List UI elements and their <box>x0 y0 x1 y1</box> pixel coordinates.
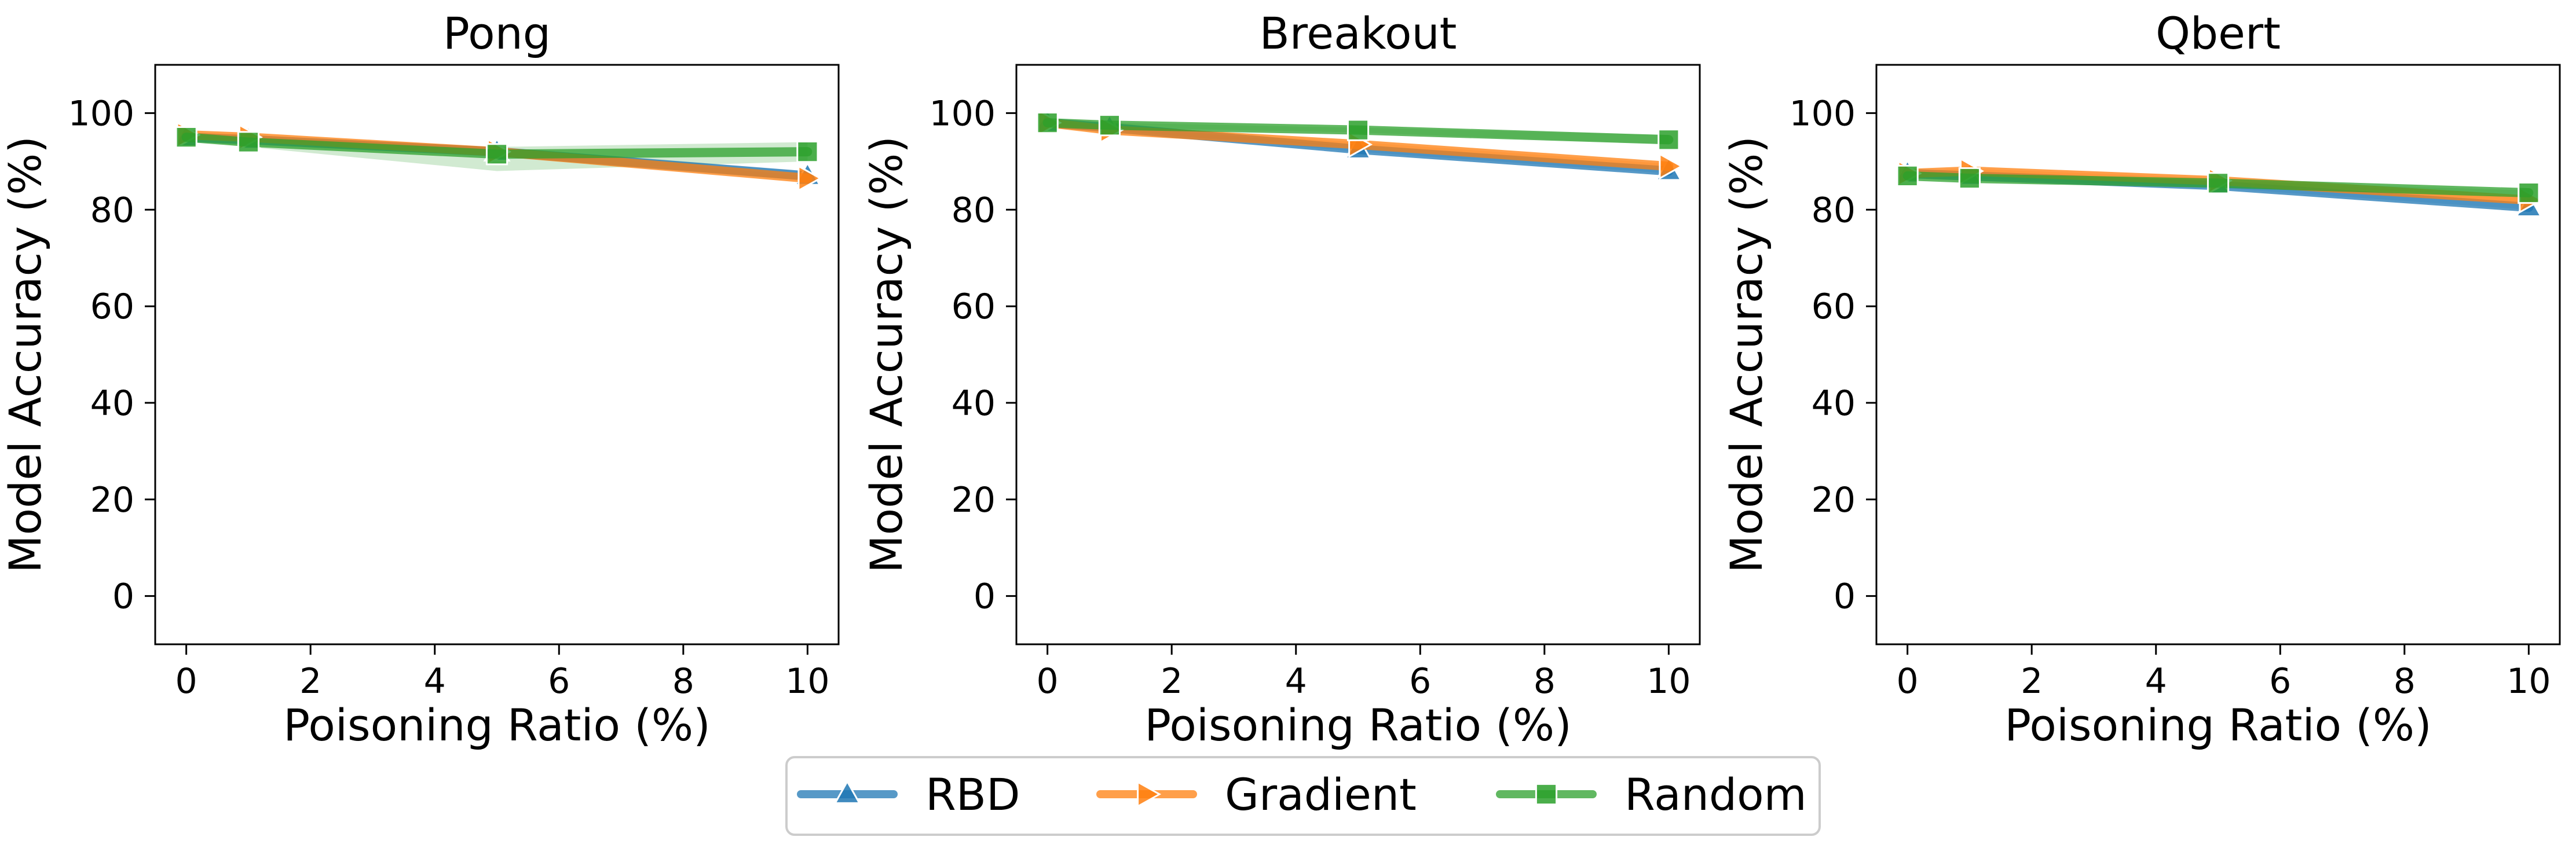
series-line-random <box>1902 171 2534 198</box>
y-axis-title: Model Accuracy (%) <box>0 136 51 573</box>
y-tick-label: 40 <box>90 383 134 424</box>
y-tick-label: 20 <box>90 480 134 520</box>
point-random <box>1896 164 1919 187</box>
series-line-random <box>1042 118 1674 145</box>
point-random <box>1036 112 1059 134</box>
x-tick-label: 0 <box>1897 661 1919 702</box>
plot-frame <box>1015 64 1701 645</box>
y-tick-label: 80 <box>1812 190 1856 230</box>
y-axis-title: Model Accuracy (%) <box>861 136 912 573</box>
legend-marker-random <box>1535 783 1558 806</box>
legend-marker-rbd <box>833 779 861 804</box>
x-tick-label: 6 <box>1409 661 1431 702</box>
y-axis-title: Model Accuracy (%) <box>1721 136 1772 573</box>
legend-label-random: Random <box>1624 769 1807 820</box>
x-tick-label: 8 <box>1534 661 1556 702</box>
y-tick-label: 40 <box>1812 383 1856 424</box>
plot-frame <box>154 64 840 645</box>
point-random <box>237 131 260 153</box>
point-random <box>1657 129 1680 151</box>
point-random <box>1958 167 1981 190</box>
x-tick-label: 10 <box>785 661 829 702</box>
legend-label-gradient: Gradient <box>1225 769 1417 820</box>
y-tick-label: 0 <box>1834 577 1856 617</box>
y-tick-label: 100 <box>68 93 134 134</box>
legend-marker-gradient <box>1137 780 1162 808</box>
x-tick-label: 10 <box>1646 661 1690 702</box>
panel-title: Pong <box>443 8 551 59</box>
point-random <box>1346 119 1370 141</box>
x-tick-label: 6 <box>2269 661 2291 702</box>
series-line-random <box>181 133 813 159</box>
x-axis-title: Poisoning Ratio (%) <box>1144 699 1571 751</box>
point-random <box>2207 172 2230 195</box>
point-random <box>485 143 508 166</box>
point-random <box>1098 114 1121 137</box>
x-tick-label: 4 <box>2145 661 2167 702</box>
y-tick-label: 60 <box>90 287 134 327</box>
y-tick-label: 100 <box>1789 93 1856 134</box>
legend-entry-random: Random <box>1496 769 1807 820</box>
x-tick-label: 8 <box>2394 661 2416 702</box>
point-random <box>175 126 197 149</box>
panel-title: Qbert <box>2156 8 2281 59</box>
legend-entry-gradient: Gradient <box>1096 769 1417 820</box>
x-tick-label: 2 <box>1161 661 1183 702</box>
x-tick-label: 2 <box>2021 661 2043 702</box>
y-tick-label: 100 <box>929 93 996 134</box>
x-axis-title: Poisoning Ratio (%) <box>283 699 710 751</box>
y-tick-label: 60 <box>1812 287 1856 327</box>
x-axis-title: Poisoning Ratio (%) <box>2004 699 2431 751</box>
x-tick-label: 2 <box>299 661 321 702</box>
x-tick-label: 8 <box>672 661 694 702</box>
y-tick-label: 80 <box>952 190 996 230</box>
point-gradient <box>797 164 822 192</box>
legend-items: RBD Gradient Random <box>797 769 1807 820</box>
x-tick-label: 6 <box>548 661 570 702</box>
y-tick-label: 0 <box>974 577 996 617</box>
x-tick-label: 0 <box>175 661 197 702</box>
point-gradient <box>1659 152 1684 180</box>
x-tick-label: 4 <box>424 661 446 702</box>
y-tick-label: 20 <box>952 480 996 520</box>
legend-entry-rbd: RBD <box>797 769 1020 820</box>
y-tick-label: 0 <box>112 577 134 617</box>
y-tick-label: 20 <box>1812 480 1856 520</box>
x-tick-label: 10 <box>2507 661 2551 702</box>
x-tick-label: 4 <box>1285 661 1307 702</box>
y-tick-label: 80 <box>90 190 134 230</box>
y-tick-label: 60 <box>952 287 996 327</box>
x-tick-label: 0 <box>1037 661 1059 702</box>
y-tick-label: 40 <box>952 383 996 424</box>
legend-label-rbd: RBD <box>925 769 1020 820</box>
point-random <box>2518 181 2540 204</box>
panel-title: Breakout <box>1260 8 1457 59</box>
plot-frame <box>1875 64 2561 645</box>
legend: RBD Gradient Random <box>785 756 1821 836</box>
legend-frame <box>785 756 1821 836</box>
point-random <box>796 141 819 163</box>
